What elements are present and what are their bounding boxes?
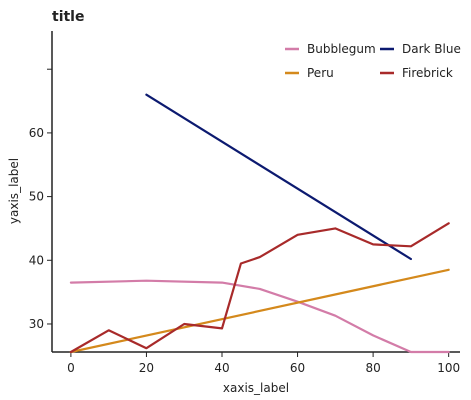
x-tick-label: 100 — [437, 361, 460, 375]
series-line-peru — [69, 268, 450, 354]
x-tick-label: 60 — [290, 361, 305, 375]
x-tick-label: 0 — [67, 361, 75, 375]
y-axis-title: yaxis_label — [7, 158, 21, 224]
legend-label-peru: Peru — [307, 66, 334, 80]
x-axis-title: xaxis_label — [223, 381, 289, 395]
legend-label-firebrick: Firebrick — [402, 66, 453, 80]
y-tick-label: 30 — [29, 317, 44, 331]
y-ticks: 30 40 50 60 — [29, 68, 52, 331]
x-tick-label: 40 — [214, 361, 229, 375]
y-tick-label: 40 — [29, 253, 44, 267]
y-tick-label: 60 — [29, 126, 44, 140]
series-line-firebrick — [69, 222, 450, 354]
x-tick-label: 20 — [139, 361, 154, 375]
series-line-dark-blue — [145, 93, 412, 261]
chart-title: title — [52, 9, 84, 25]
series-line-bubblegum — [69, 279, 450, 354]
legend-label-bubblegum: Bubblegum — [307, 42, 376, 56]
series-lines — [69, 93, 450, 354]
x-ticks: 0 20 40 60 80 100 — [67, 352, 460, 375]
legend: Bubblegum Dark Blue Peru Firebrick — [285, 42, 461, 80]
y-tick-label: 50 — [29, 190, 44, 204]
legend-label-dark-blue: Dark Blue — [402, 42, 461, 56]
x-tick-label: 80 — [365, 361, 380, 375]
plot-area: 30 40 50 60 0 20 40 60 80 100 — [29, 31, 460, 375]
